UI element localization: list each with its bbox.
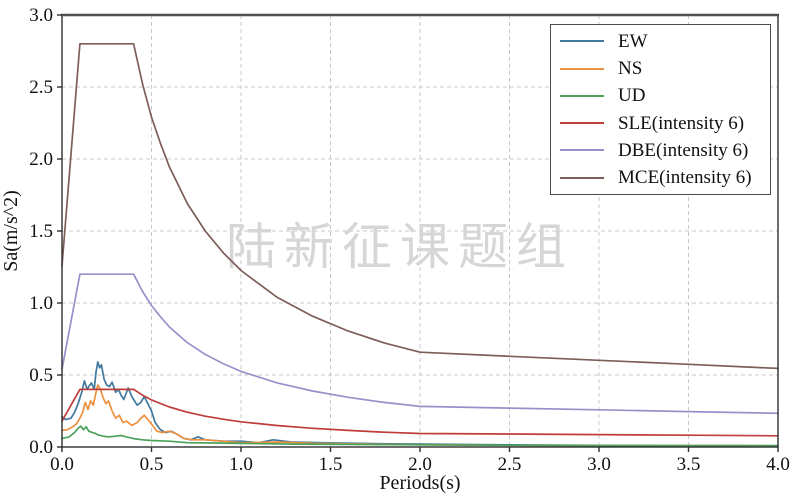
series-line-UD <box>61 425 779 447</box>
x-tick-label: 2.0 <box>408 454 432 475</box>
legend-item-EW: EW <box>551 28 770 54</box>
legend-label: SLE(intensity 6) <box>618 112 745 134</box>
legend-line-sample <box>560 176 604 179</box>
x-tick-label: 3.5 <box>677 454 701 475</box>
legend-item-SLE(intensity 6): SLE(intensity 6) <box>551 110 770 136</box>
x-tick-label: 2.5 <box>498 454 522 475</box>
y-tick-label: 0.5 <box>29 365 53 386</box>
y-tick-label: 3.0 <box>29 5 53 26</box>
x-tick-label: 1.0 <box>229 454 253 475</box>
legend-item-NS: NS <box>551 56 770 82</box>
legend-item-DBE(intensity 6): DBE(intensity 6) <box>551 137 770 163</box>
y-tick-label: 0.0 <box>29 437 53 458</box>
legend-label: UD <box>618 85 646 107</box>
legend-item-UD: UD <box>551 83 770 109</box>
legend: EW NS UD SLE(intensity 6) DBE(intensity 6) MC… <box>550 24 771 195</box>
y-tick-label: 1.5 <box>29 221 53 242</box>
series-line-MCE(intensity 6) <box>61 42 779 370</box>
axes: 0.0 0.5 1.0 1.5 2.0 2.5 3.0 3.5 4.0 0.0 0.5 1.0 1.5 2… <box>29 5 790 475</box>
legend-line-sample <box>560 149 604 152</box>
x-axis-label: Periods(s) <box>379 472 460 494</box>
watermark-text: 陆新征课题组 <box>226 219 574 275</box>
x-tick-label: 3.0 <box>587 454 611 475</box>
y-tick-label: 1.0 <box>29 293 53 314</box>
legend-line-sample <box>560 40 604 43</box>
legend-label: DBE(intensity 6) <box>618 139 749 161</box>
legend-label: EW <box>618 30 648 52</box>
series-line-SLE(intensity 6) <box>61 388 779 437</box>
legend-label: MCE(intensity 6) <box>618 167 752 189</box>
x-tick-label: 0.0 <box>50 454 74 475</box>
y-tick-label: 2.5 <box>29 77 53 98</box>
y-axis-label: Sa(m/s^2) <box>0 190 22 272</box>
x-tick-label: 0.5 <box>140 454 164 475</box>
legend-line-sample <box>560 67 604 70</box>
series-line-EW <box>61 361 779 447</box>
x-tick-label: 1.5 <box>319 454 343 475</box>
series-line-DBE(intensity 6) <box>61 273 779 415</box>
series-lines <box>61 42 779 447</box>
legend-line-sample <box>560 94 604 97</box>
legend-item-MCE(intensity 6): MCE(intensity 6) <box>551 165 770 191</box>
y-tick-label: 2.0 <box>29 149 53 170</box>
x-tick-label: 4.0 <box>766 454 790 475</box>
legend-line-sample <box>560 122 604 125</box>
legend-label: NS <box>618 58 643 80</box>
